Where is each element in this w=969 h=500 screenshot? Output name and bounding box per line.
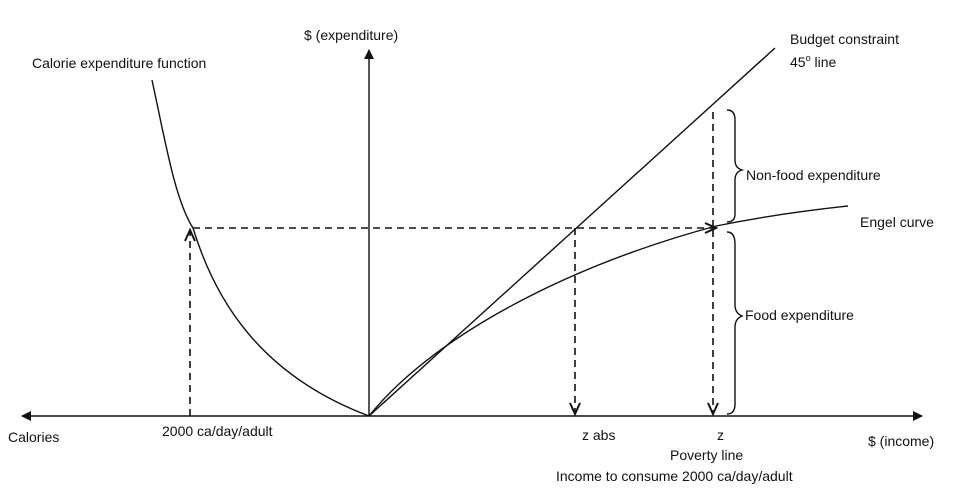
line-45-label: 45o line — [790, 53, 836, 70]
engel-curve-label: Engel curve — [860, 214, 934, 230]
calorie-requirement-label: 2000 ca/day/adult — [162, 423, 273, 439]
food-brace — [726, 231, 744, 415]
non-food-brace — [726, 109, 745, 223]
budget-constraint-line — [368, 47, 776, 417]
food-label: Food expenditure — [745, 307, 854, 323]
poverty-line-label: Poverty line — [670, 447, 743, 463]
y-axis-label: $ (expenditure) — [304, 27, 398, 43]
non-food-label: Non-food expenditure — [746, 167, 881, 183]
x-axis-label: $ (income) — [868, 433, 934, 449]
degree-mark: o — [806, 53, 811, 63]
engel-curve — [368, 205, 849, 417]
income-note-label: Income to consume 2000 ca/day/adult — [556, 468, 793, 484]
budget-constraint-label: Budget constraint — [790, 31, 899, 47]
calories-axis-label: Calories — [8, 429, 59, 445]
line-45-number: 45 — [790, 54, 806, 70]
calorie-expenditure-curve — [151, 79, 370, 417]
z-label: z — [717, 427, 724, 443]
z-abs-label: z abs — [582, 427, 615, 443]
line-45-suffix: line — [811, 54, 837, 70]
calorie-function-label: Calorie expenditure function — [32, 55, 206, 71]
